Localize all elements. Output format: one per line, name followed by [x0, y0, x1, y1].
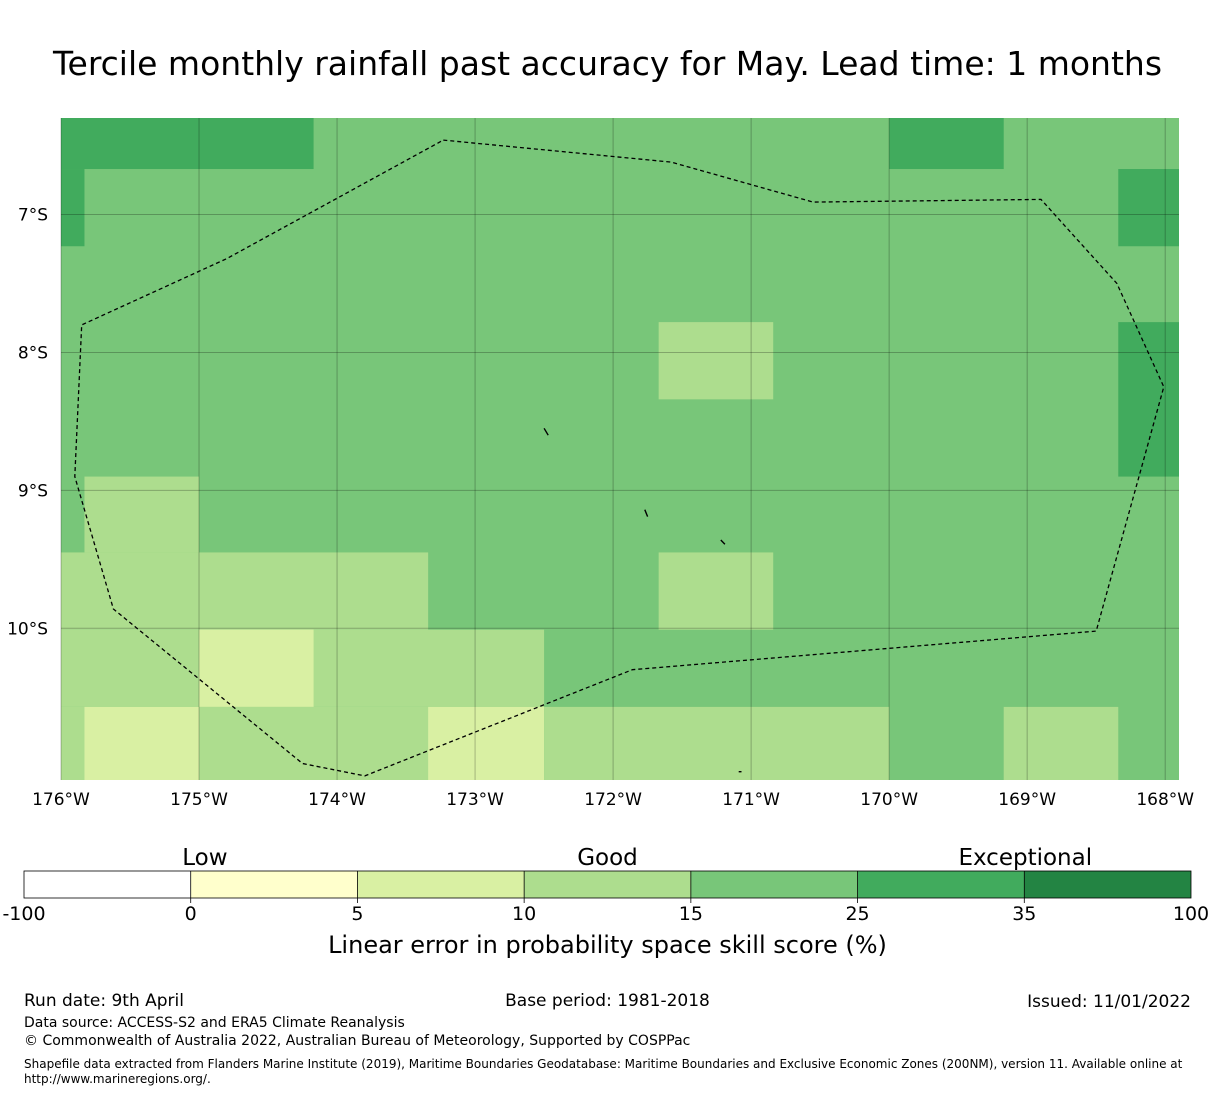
colorbar-category: Good [577, 845, 638, 871]
colorbar-segment-5 [857, 871, 1025, 898]
colorbar-segment-2 [357, 871, 525, 898]
colorbar-tick: 15 [679, 903, 703, 925]
skill-cell-12 [84, 706, 200, 780]
island-outline-2 [720, 539, 726, 545]
skill-cell-10 [199, 629, 314, 707]
colorbar-tick: -100 [2, 903, 45, 925]
lat-label: 10°S [7, 619, 48, 639]
issued-date: Issued: 11/01/2022 [1027, 992, 1191, 1012]
shapefile-credit: Shapefile data extracted from Flanders M… [24, 1057, 1199, 1087]
colorbar-tick: 5 [351, 903, 363, 925]
colorbar-outline [23, 870, 1192, 899]
run-date: Run date: 9th April [24, 991, 184, 1011]
lon-label: 169°W [998, 790, 1056, 810]
island-outline-1 [644, 509, 649, 517]
map-title: Tercile monthly rainfall past accuracy f… [52, 44, 1163, 83]
colorbar-segment-0 [24, 871, 191, 898]
skill-cell-3 [1118, 169, 1179, 247]
skill-cell-2 [889, 118, 1004, 170]
island-outline-0 [543, 427, 549, 436]
colorbar-segment-4 [690, 871, 858, 898]
shapefile-credit-line1: Shapefile data extracted from Flanders M… [24, 1057, 1183, 1071]
lon-label: 170°W [860, 790, 918, 810]
skill-cell-0 [61, 118, 314, 170]
skill-cell-8 [658, 552, 774, 630]
copyright: © Commonwealth of Australia 2022, Austra… [24, 1033, 691, 1049]
skill-cell-1 [61, 169, 85, 247]
lat-label: 7°S [18, 206, 48, 226]
skill-cell-14 [544, 706, 890, 780]
colorbar: -100 0 5 10 15 25 35 100 Low Good Exceptional [2, 845, 1209, 925]
colorbar-segment-1 [190, 871, 358, 898]
colorbar-tick: 0 [185, 903, 197, 925]
lon-label: 171°W [722, 790, 780, 810]
lon-label: 172°W [584, 790, 642, 810]
map-area: 7°S 8°S 9°S 10°S 176°W 175°W 174°W 173°W 172°W 17… [7, 118, 1194, 810]
colorbar-category: Low [182, 845, 227, 871]
skill-cell-6 [84, 476, 200, 553]
skill-cell-7 [61, 552, 429, 630]
colorbar-label: Linear error in probability space skill … [328, 931, 887, 959]
colorbar-tick: 10 [512, 903, 536, 925]
colorbar-tick: 100 [1173, 903, 1209, 925]
lat-label: 8°S [18, 343, 48, 363]
skill-cell-5 [658, 322, 774, 400]
colorbar-tick: 25 [845, 903, 869, 925]
lon-label: 175°W [170, 790, 228, 810]
colorbar-segment-6 [1024, 871, 1191, 898]
lon-label: 173°W [446, 790, 504, 810]
base-period: Base period: 1981-2018 [505, 991, 710, 1011]
skill-cell-4 [1118, 322, 1179, 477]
skill-cell-13 [428, 706, 545, 780]
lat-label: 9°S [18, 481, 48, 501]
data-source: Data source: ACCESS-S2 and ERA5 Climate … [24, 1015, 405, 1031]
lon-label: 176°W [32, 790, 90, 810]
lon-label: 168°W [1136, 790, 1194, 810]
colorbar-tick: 35 [1012, 903, 1036, 925]
colorbar-category: Exceptional [958, 845, 1092, 871]
eez-boundary [74, 139, 1165, 777]
skill-cell-15 [1003, 706, 1119, 780]
shapefile-credit-line2: http://www.marineregions.org/. [24, 1072, 211, 1086]
lon-label: 174°W [308, 790, 366, 810]
colorbar-segment-3 [524, 871, 691, 898]
